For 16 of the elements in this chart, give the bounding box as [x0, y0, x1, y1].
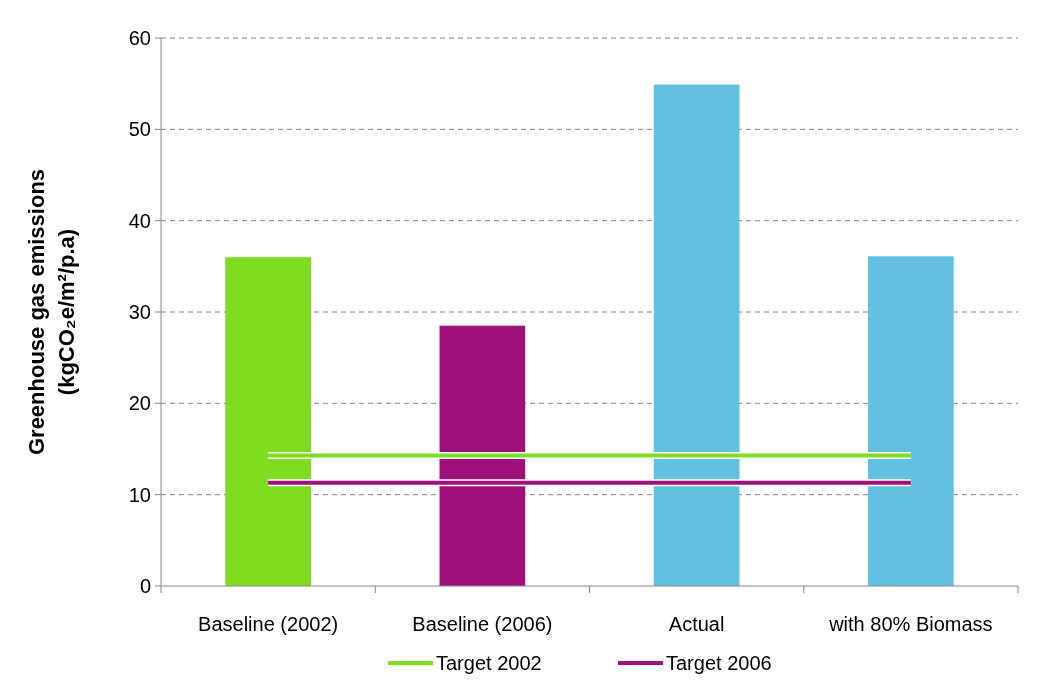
bar	[653, 84, 740, 586]
y-tick-label: 50	[128, 118, 151, 141]
y-tick-label: 0	[139, 575, 151, 597]
legend-label: Target 2006	[666, 652, 772, 674]
y-tick-label: 20	[128, 392, 151, 415]
bar	[868, 256, 954, 586]
y-tick-label: 40	[128, 209, 151, 232]
x-tick-label: Actual	[668, 613, 725, 635]
x-tick-label: with 80% Biomass	[828, 613, 993, 635]
x-tick-label: Baseline (2002)	[198, 613, 339, 635]
y-tick-label: 60	[128, 27, 151, 49]
legend-label: Target 2002	[436, 652, 542, 674]
y-tick-label: 30	[128, 301, 151, 323]
y-axis-title: Greenhouse gas emissions (kgCO₂e/m²/p.a)	[24, 168, 79, 456]
x-tick-label: Baseline (2006)	[412, 613, 553, 635]
y-tick-label: 10	[128, 483, 151, 506]
